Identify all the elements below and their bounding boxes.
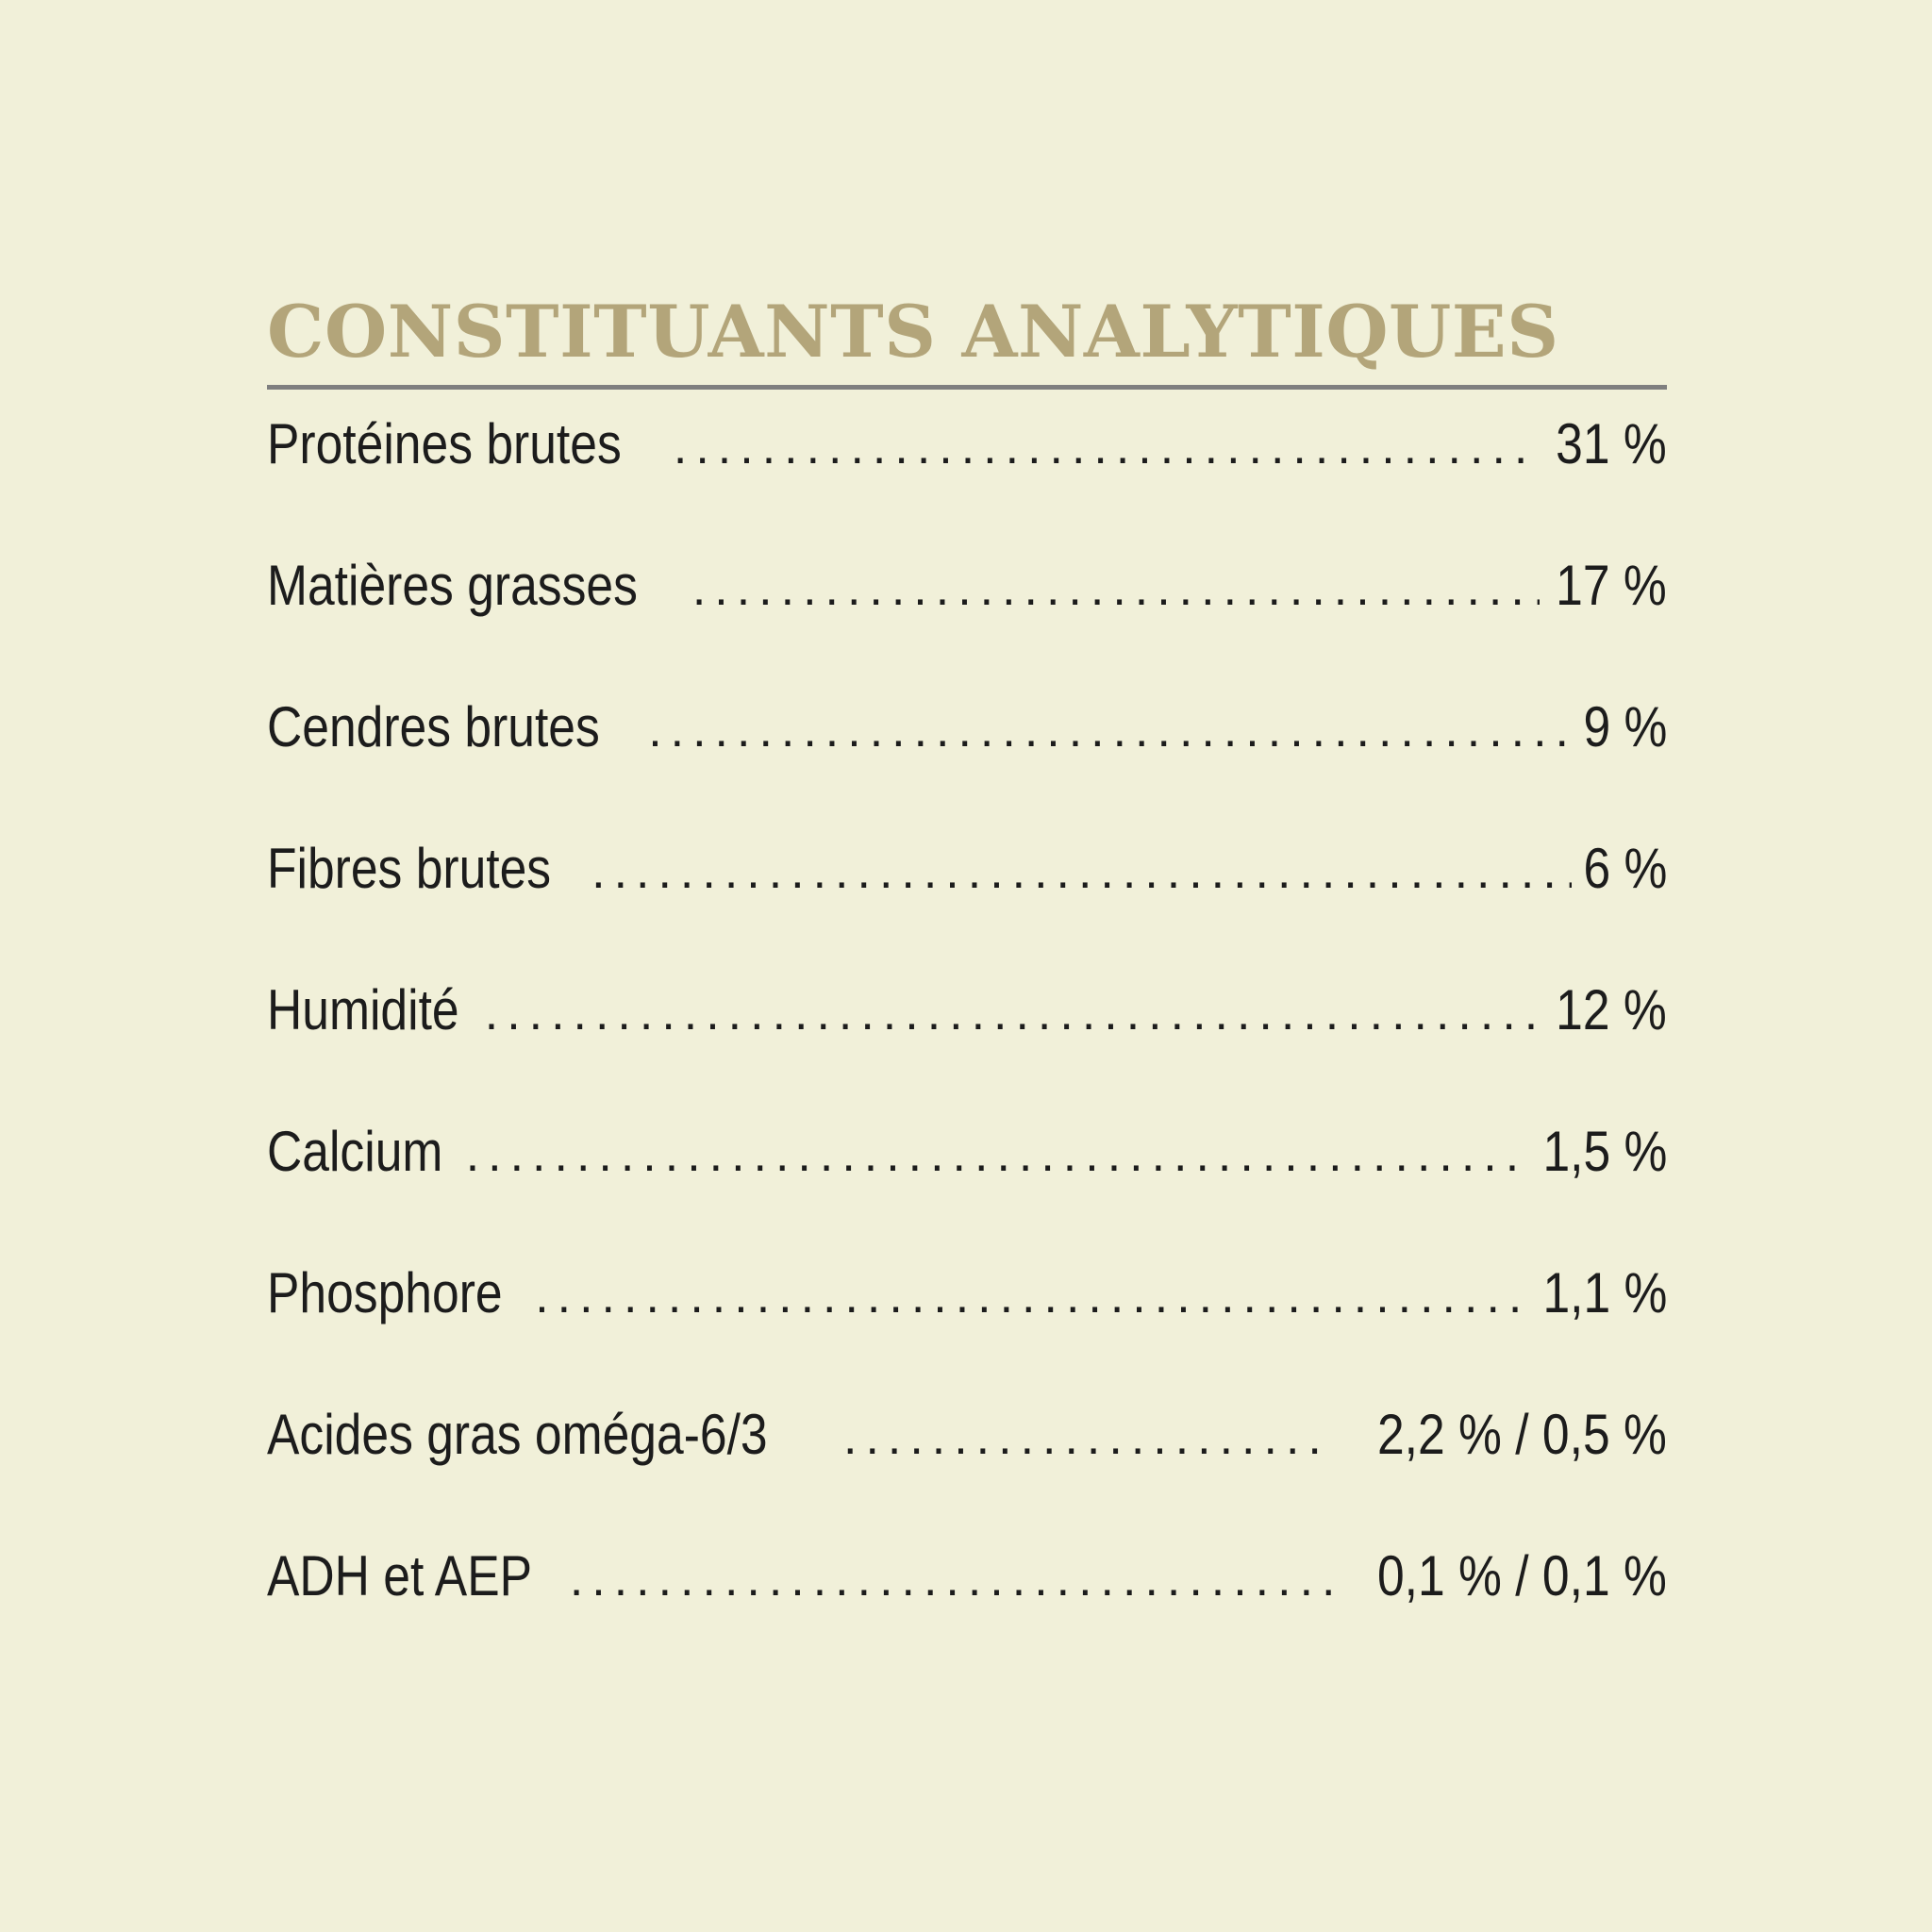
constituent-value: 6 % (1583, 837, 1667, 900)
constituent-label: ADH et AEP (267, 1544, 533, 1607)
list-item: Protéines brutes .......................… (267, 416, 1667, 558)
list-item: Phosphore ..............................… (267, 1265, 1667, 1407)
constituent-value: 2,2 % / 0,5 % (1377, 1403, 1667, 1466)
constituent-value: 1,1 % (1542, 1261, 1667, 1324)
constituent-value: 31 % (1556, 412, 1667, 475)
list-item: Calcium ................................… (267, 1124, 1667, 1265)
constituent-value: 17 % (1556, 554, 1667, 617)
list-item: Acides gras oméga-6/3 ..................… (267, 1407, 1667, 1548)
dot-leader: ........................................… (691, 564, 1540, 613)
list-item: Humidité ...............................… (267, 982, 1667, 1124)
dot-leader: ........................................… (465, 1130, 1524, 1179)
dot-leader: ........................................… (535, 1272, 1524, 1321)
constituent-value: 12 % (1556, 978, 1667, 1041)
dot-leader: ........................................… (591, 847, 1572, 896)
constituents-list: Protéines brutes .......................… (267, 416, 1667, 1690)
list-item: Cendres brutes .........................… (267, 699, 1667, 841)
list-item: Matières grasses .......................… (267, 558, 1667, 699)
constituent-label: Protéines brutes (267, 412, 622, 475)
analytical-constituents-panel: CONSTITUANTS ANALYTIQUES Protéines brute… (267, 283, 1667, 1690)
constituent-value: 9 % (1583, 695, 1667, 758)
list-item: Fibres brutes ..........................… (267, 841, 1667, 982)
constituent-label: Matières grasses (267, 554, 638, 617)
constituent-label: Cendres brutes (267, 695, 600, 758)
constituent-label: Humidité (267, 978, 459, 1041)
constituent-label: Calcium (267, 1120, 443, 1183)
section-title: CONSTITUANTS ANALYTIQUES (267, 290, 1559, 374)
dot-leader: ........................................… (648, 706, 1571, 755)
constituent-label: Phosphore (267, 1261, 503, 1324)
constituent-value: 1,5 % (1542, 1120, 1667, 1183)
dot-leader: ........................................… (673, 423, 1540, 472)
dot-leader: ........................................… (569, 1555, 1332, 1604)
title-divider (267, 385, 1667, 390)
constituent-value: 0,1 % / 0,1 % (1377, 1544, 1667, 1607)
dot-leader: ........................................… (484, 989, 1541, 1038)
constituent-label: Acides gras oméga-6/3 (267, 1403, 768, 1466)
list-item: ADH et AEP .............................… (267, 1548, 1667, 1690)
constituent-label: Fibres brutes (267, 837, 552, 900)
dot-leader: ........................................… (843, 1413, 1332, 1462)
